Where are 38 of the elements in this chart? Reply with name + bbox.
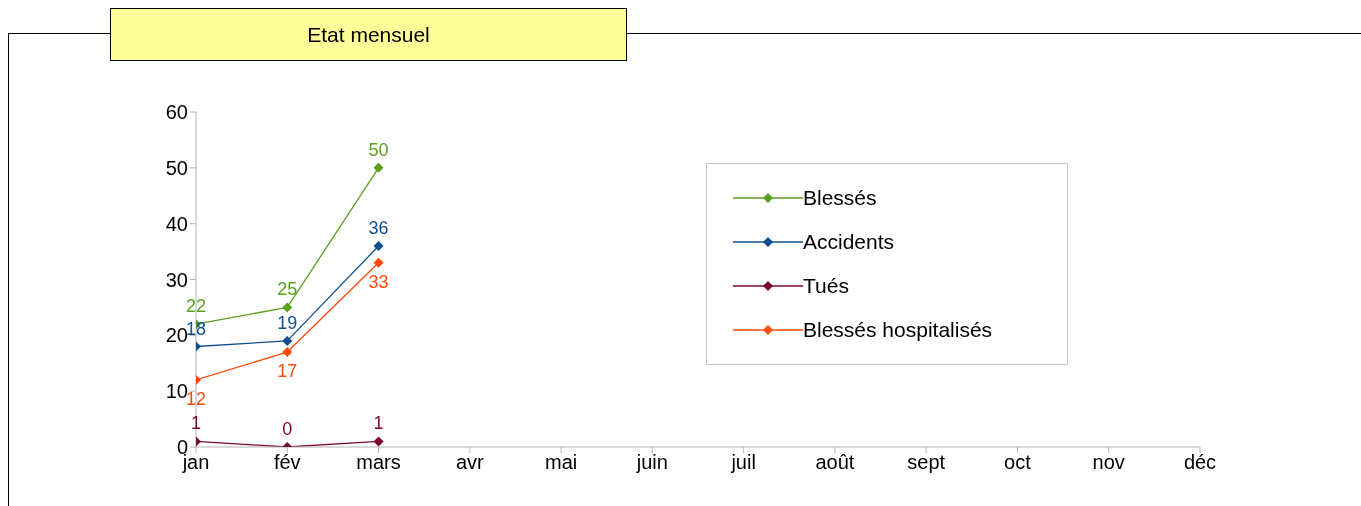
x-tick-label: août [815, 451, 855, 474]
legend-label: Accidents [803, 230, 895, 254]
x-tick-label: nov [1092, 451, 1125, 474]
data-label: 33 [368, 271, 389, 292]
x-tick-label: mai [544, 451, 578, 474]
y-tick-label: 40 [165, 212, 188, 235]
y-tick-label: 50 [165, 156, 188, 179]
point [373, 257, 384, 268]
data-label: 36 [368, 218, 389, 238]
data-label: 22 [185, 296, 207, 317]
legend-label: Tués [803, 274, 849, 298]
x-tick-label: avr [455, 451, 485, 474]
point [282, 302, 293, 313]
point [373, 162, 384, 173]
y-tick-label: 30 [165, 268, 188, 291]
x-tick-label: fév [273, 451, 301, 474]
data-label: 19 [277, 312, 298, 333]
data-label: 17 [277, 360, 298, 381]
data-label: 0 [282, 419, 293, 439]
chart-title: Etat mensuel [110, 8, 627, 61]
point [373, 241, 384, 251]
data-label: 1 [373, 413, 384, 434]
point [282, 335, 293, 346]
data-label: 50 [368, 139, 389, 160]
legend-label: Blessés hospitalisés [803, 318, 993, 342]
x-tick-label: sept [907, 451, 946, 474]
y-tick-label: 60 [165, 101, 188, 124]
y-tick-label: 10 [165, 380, 188, 403]
data-label: 25 [277, 279, 298, 300]
data-label: 1 [190, 413, 202, 434]
y-tick-label: 20 [165, 324, 188, 347]
x-tick-label: oct [1004, 451, 1032, 474]
legend-label: Blessés [803, 186, 877, 210]
x-tick-label: déc [1183, 451, 1217, 474]
point [282, 347, 293, 358]
x-tick-label: juil [730, 451, 756, 474]
x-tick-label: juin [635, 451, 668, 474]
x-tick-label: mars [356, 451, 401, 474]
